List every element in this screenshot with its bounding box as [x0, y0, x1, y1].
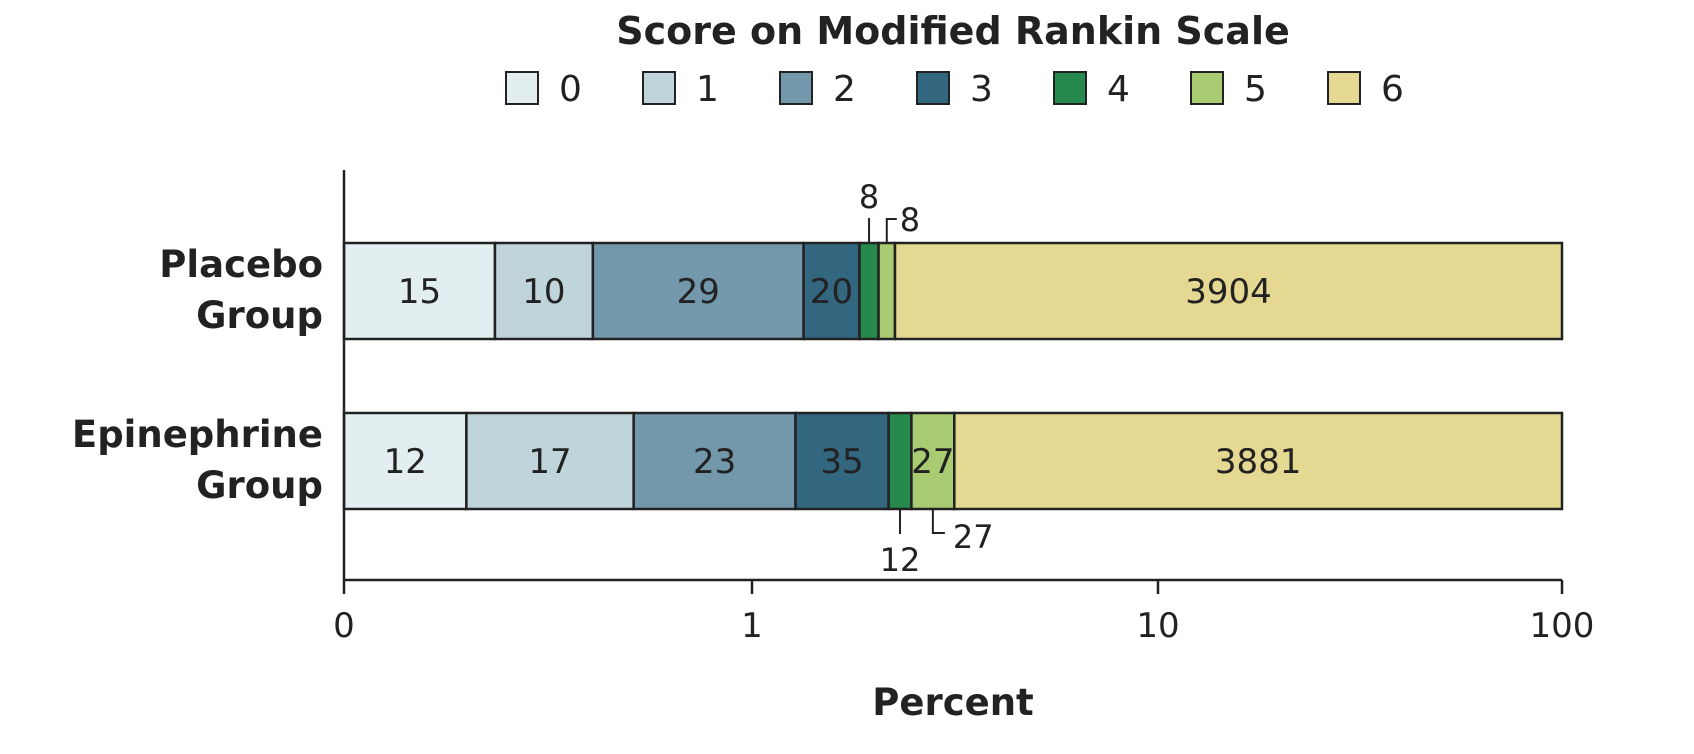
- legend-title: Score on Modified Rankin Scale: [616, 9, 1290, 53]
- callout-label: 27: [953, 518, 994, 556]
- callout-1-4: 12: [880, 509, 921, 579]
- bar-segment-1-6: [953, 411, 1564, 511]
- callout-line: [885, 218, 897, 243]
- x-axis-title: Percent: [872, 681, 1034, 724]
- bar-count-1-6: 3881: [1215, 442, 1302, 482]
- callout-0-4: 8: [859, 178, 879, 243]
- legend-label-2: 2: [833, 69, 856, 110]
- bar-count-0-3: 20: [810, 272, 853, 312]
- bar-segment-1-5: [910, 411, 956, 511]
- bar-segment-1-3: [794, 411, 890, 511]
- axes: [342, 170, 1562, 582]
- bar-count-0-1: 10: [522, 272, 565, 312]
- bar-count-1-1: 17: [528, 442, 571, 482]
- legend-swatch-6: [1327, 71, 1361, 105]
- bar-segment-1-1: [465, 411, 635, 511]
- bar-count-0-6: 3904: [1185, 272, 1272, 312]
- x-tick-label-1: 1: [741, 606, 763, 646]
- legend-swatch-0: [505, 71, 539, 105]
- bar-segment-0-2: [591, 241, 805, 341]
- bar-count-1-5: 27: [911, 442, 954, 482]
- stacked-bars: 15 10 29 20 3904 12 17 23 35 27 3881: [342, 241, 1564, 511]
- legend-label-4: 4: [1107, 69, 1130, 110]
- callout-label: 8: [900, 201, 920, 239]
- bar-segment-0-4: [858, 241, 880, 341]
- bar-count-0-2: 29: [677, 272, 720, 312]
- bar-segment-0-6: [893, 241, 1564, 341]
- x-axis-ticks: 0 1 10 100: [333, 580, 1594, 646]
- x-tick-label-10: 10: [1136, 606, 1179, 646]
- callout-0-5: 8: [885, 201, 920, 243]
- bar-segment-0-1: [493, 241, 595, 341]
- legend-label-0: 0: [559, 69, 582, 110]
- callout-1-5: 27: [931, 509, 994, 556]
- legend-label-1: 1: [696, 69, 719, 110]
- bar-segment-0-5: [877, 241, 897, 341]
- group-label-0: Placebo Group: [159, 243, 323, 337]
- callout-label: 8: [859, 178, 879, 216]
- legend-swatch-3: [916, 71, 950, 105]
- legend-label-5: 5: [1244, 69, 1267, 110]
- bar-segment-0-0: [342, 241, 497, 341]
- bar-segment-1-2: [632, 411, 797, 511]
- bar-count-1-3: 35: [820, 442, 863, 482]
- x-tick-label-0: 0: [333, 606, 355, 646]
- x-tick-label-100: 100: [1530, 606, 1595, 646]
- small-segment-callouts: 88 12 27: [859, 178, 994, 579]
- bar-count-0-0: 15: [398, 272, 441, 312]
- legend: 0 1 2 3 4 5 6: [505, 69, 1404, 110]
- callout-line: [931, 509, 945, 534]
- legend-label-3: 3: [970, 69, 993, 110]
- legend-swatch-1: [642, 71, 676, 105]
- group-label-1: Epinephrine Group: [72, 413, 323, 507]
- callout-label: 12: [880, 541, 921, 579]
- bar-count-1-2: 23: [693, 442, 736, 482]
- bar-segment-1-4: [887, 411, 913, 511]
- legend-swatch-2: [779, 71, 813, 105]
- bar-count-1-0: 12: [384, 442, 427, 482]
- legend-swatch-5: [1190, 71, 1224, 105]
- group-labels: Placebo Group Epinephrine Group: [72, 243, 323, 507]
- legend-swatch-4: [1053, 71, 1087, 105]
- legend-label-6: 6: [1381, 69, 1404, 110]
